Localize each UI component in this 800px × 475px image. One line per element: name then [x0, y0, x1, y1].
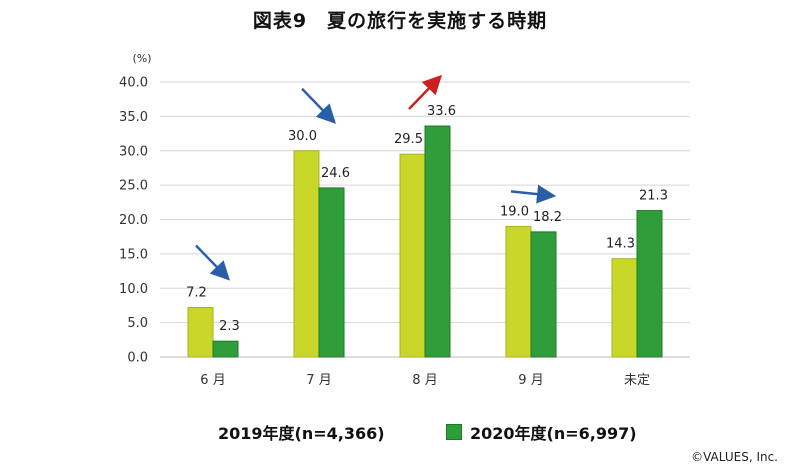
- legend-label-2019: 2019年度(n=4,366): [218, 424, 385, 443]
- trend-arrow-up: [408, 74, 443, 110]
- bar-2020: [530, 231, 557, 358]
- legend-item-2019: 2019年度(n=4,366): [218, 420, 385, 444]
- legend-swatch-2020: [446, 424, 462, 440]
- y-tick-label: 0.0: [127, 351, 148, 366]
- bar-2019: [399, 153, 426, 358]
- x-tick-label: 未定: [624, 373, 650, 388]
- y-tick-label: 15.0: [119, 247, 148, 262]
- data-label: 24.6: [321, 166, 350, 181]
- bar-2019: [505, 225, 532, 358]
- y-tick-label: 20.0: [119, 213, 148, 228]
- y-tick-label: 5.0: [127, 316, 148, 331]
- trend-arrow-layer: [195, 74, 557, 281]
- y-tick-label: 10.0: [119, 282, 148, 297]
- y-axis-unit-label: (%): [132, 52, 151, 65]
- copyright: ©VALUES, Inc.: [691, 450, 778, 464]
- legend-item-2020: 2020年度(n=6,997): [446, 420, 637, 444]
- bar-2020: [636, 210, 663, 358]
- bar-2019: [611, 258, 638, 358]
- data-label: 33.6: [427, 104, 456, 119]
- axis-layer: 0.0 5.0 10.0 15.0 20.0 25.0 30.0 35.0 40.0 (%) 6 月…: [119, 52, 690, 388]
- bar-2020: [318, 187, 345, 358]
- x-tick-label: 7 月: [306, 373, 331, 388]
- y-tick-label: 25.0: [119, 179, 148, 194]
- trend-arrow-down: [195, 244, 231, 281]
- data-label: 19.0: [500, 204, 529, 219]
- x-tick-label: 9 月: [518, 373, 543, 388]
- bar-layer: [187, 125, 663, 358]
- data-label: 18.2: [533, 210, 562, 225]
- bar-2020: [424, 125, 451, 358]
- data-label: 21.3: [639, 189, 668, 204]
- bar-2019: [187, 307, 214, 358]
- y-tick-label: 40.0: [119, 76, 148, 91]
- bar-2019: [293, 150, 320, 358]
- chart-title: 図表9 夏の旅行を実施する時期: [252, 10, 548, 32]
- data-label-layer: 7.2 2.3 30.0 24.6 29.5 33.6 19.0 18.2 14.3 21.3: [186, 104, 668, 334]
- x-tick-label: 8 月: [412, 373, 437, 388]
- data-label: 14.3: [606, 237, 635, 252]
- data-label: 30.0: [288, 129, 317, 144]
- data-label: 2.3: [219, 319, 240, 334]
- bar-2020: [212, 340, 239, 358]
- legend-label-2020: 2020年度(n=6,997): [470, 424, 637, 443]
- trend-arrow-flat: [510, 184, 557, 204]
- x-tick-label: 6 月: [200, 373, 225, 388]
- y-tick-label: 30.0: [119, 144, 148, 159]
- legend: 2019年度(n=4,366) 2020年度(n=6,997): [0, 420, 800, 444]
- data-label: 7.2: [186, 286, 207, 301]
- bar-chart: 0.0 5.0 10.0 15.0 20.0 25.0 30.0 35.0 40.0 (%) 6 月…: [119, 52, 690, 388]
- data-label: 29.5: [394, 132, 423, 147]
- trend-arrow-down: [301, 87, 337, 124]
- y-tick-label: 35.0: [119, 110, 148, 125]
